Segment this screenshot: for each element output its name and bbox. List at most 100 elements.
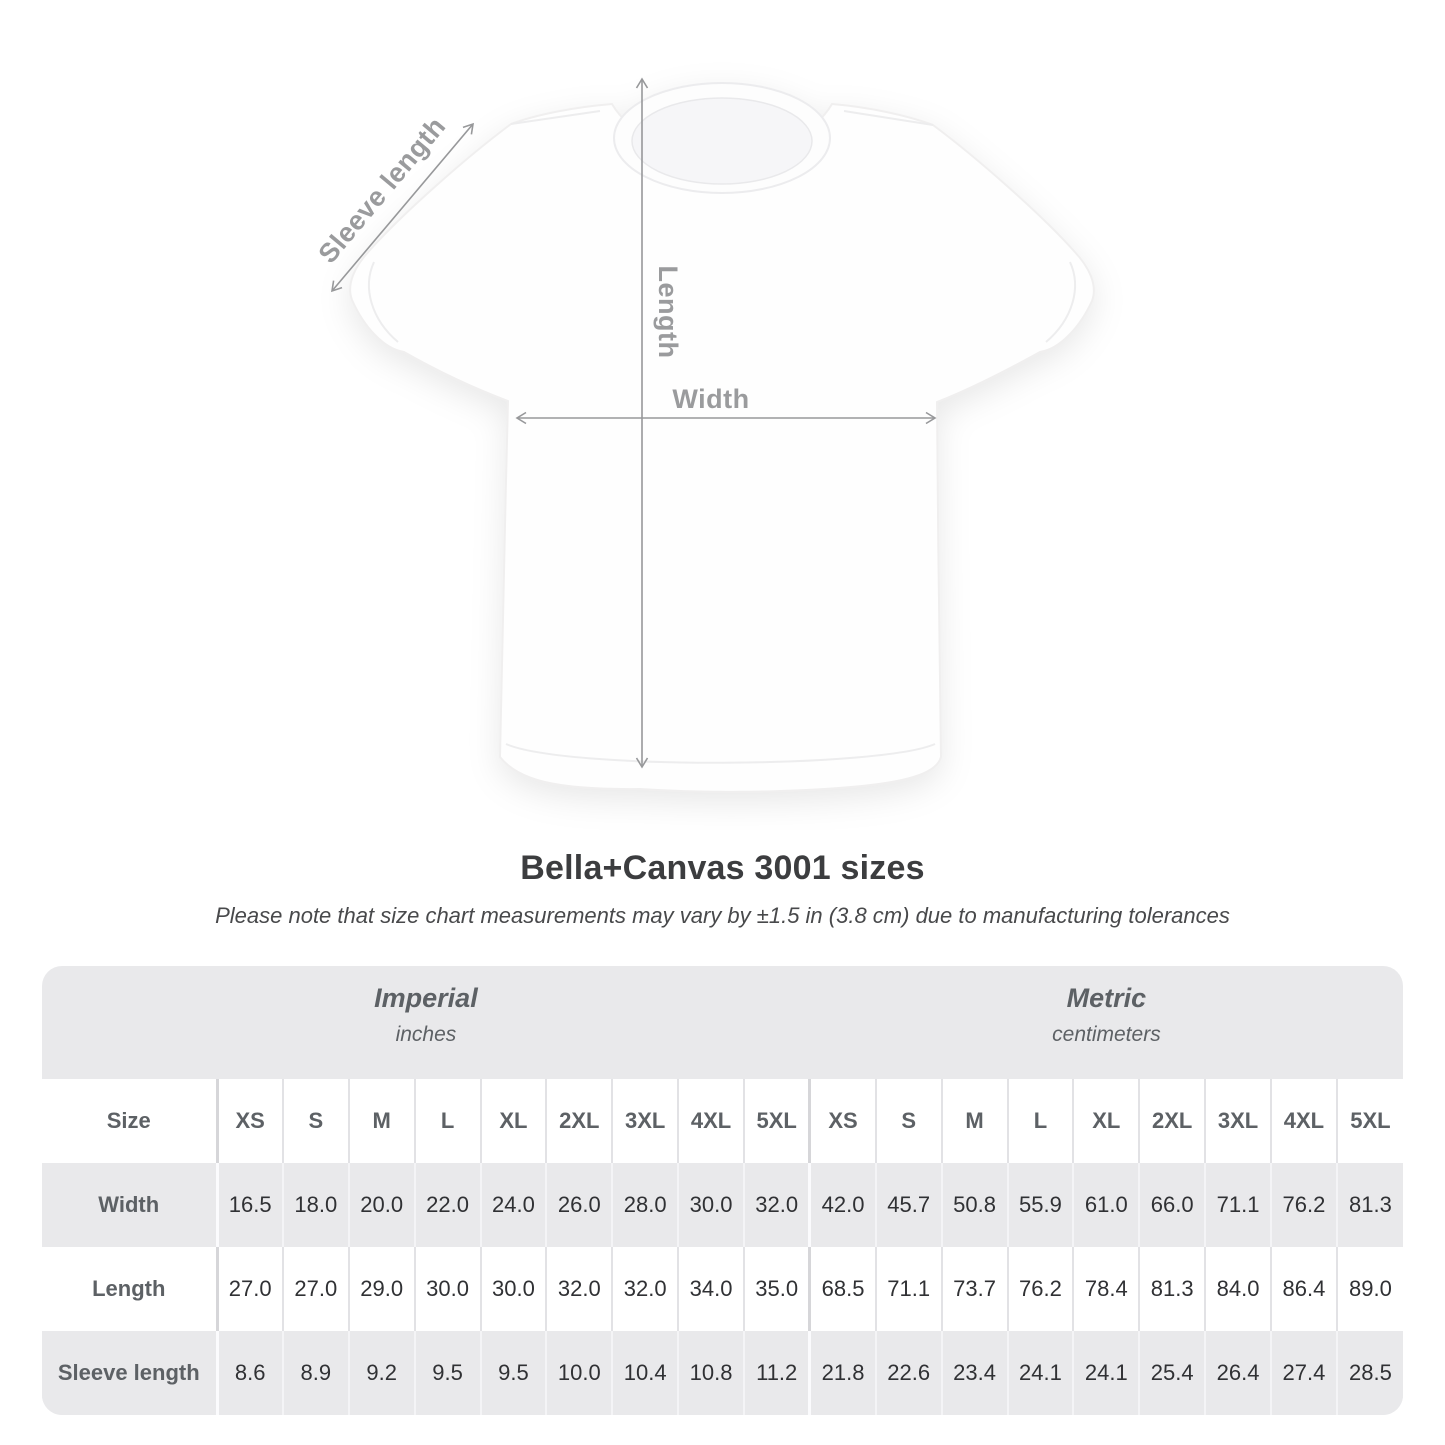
sleeve-length-arrow <box>331 122 474 293</box>
length-label: Length <box>653 266 683 359</box>
size-column-header: XL <box>480 1079 548 1163</box>
value-cell: 61.0 <box>1073 1163 1141 1247</box>
value-cell: 28.0 <box>612 1163 680 1247</box>
value-cell: 27.0 <box>217 1247 284 1331</box>
value-cell: 68.5 <box>809 1247 877 1331</box>
right-shoulder-seam <box>843 110 934 126</box>
value-cell: 27.0 <box>282 1247 350 1331</box>
table-body: Imperial inches Metric centimeters Size XS S M L… <box>42 966 1403 1415</box>
measurement-row-label: Width <box>42 1163 219 1247</box>
value-cell: 9.5 <box>480 1331 548 1415</box>
size-column-header: 3XL <box>612 1079 680 1163</box>
value-cell: 10.8 <box>678 1331 745 1415</box>
value-cell: 16.5 <box>217 1163 284 1247</box>
value-cell: 86.4 <box>1271 1247 1338 1331</box>
value-cell: 71.1 <box>875 1247 943 1331</box>
size-corner-header: Size <box>42 1079 219 1163</box>
value-cell: 28.5 <box>1349 1360 1392 1385</box>
size-column-header: 3XL <box>1205 1079 1272 1163</box>
size-column-header: 2XL <box>1139 1079 1207 1163</box>
size-column-header: 5XL <box>1350 1108 1391 1133</box>
value-cell: 32.0 <box>744 1163 812 1247</box>
size-column-header: XL <box>1073 1079 1141 1163</box>
tolerance-note: Please note that size chart measurements… <box>215 903 1230 928</box>
value-cell: 27.4 <box>1271 1331 1338 1415</box>
value-cell: 42.0 <box>809 1163 877 1247</box>
value-cell: 24.0 <box>480 1163 548 1247</box>
value-cell: 71.1 <box>1205 1163 1272 1247</box>
value-cell: 20.0 <box>348 1163 416 1247</box>
value-cell: 24.1 <box>1007 1331 1075 1415</box>
value-cell: 45.7 <box>875 1163 943 1247</box>
heading-block: Bella+Canvas 3001 sizes Please note that… <box>0 849 1445 929</box>
size-column-header: S <box>875 1079 943 1163</box>
value-cell: 26.0 <box>546 1163 614 1247</box>
value-cell: 81.3 <box>1349 1192 1392 1217</box>
size-column-header: M <box>348 1079 416 1163</box>
tshirt-diagram: Sleeve length Length Width <box>312 77 1095 793</box>
tshirt-illustration <box>349 82 1095 793</box>
page-title: Bella+Canvas 3001 sizes <box>520 849 925 887</box>
size-column-header: XS <box>809 1079 877 1163</box>
value-cell: 30.0 <box>414 1247 482 1331</box>
value-cell: 22.6 <box>875 1331 943 1415</box>
collar-opening <box>631 97 813 185</box>
size-table-table: Imperial inches Metric centimeters Size XS S M L… <box>42 966 1403 1415</box>
size-column-header: 2XL <box>546 1079 614 1163</box>
value-cell: 81.3 <box>1139 1247 1207 1331</box>
value-cell: 22.0 <box>414 1163 482 1247</box>
value-cell: 30.0 <box>480 1247 548 1331</box>
left-shoulder-seam <box>510 110 601 125</box>
size-column-header: S <box>282 1079 350 1163</box>
size-column-header: 4XL <box>1271 1079 1338 1163</box>
value-cell: 8.9 <box>282 1331 350 1415</box>
value-cell: 73.7 <box>941 1247 1009 1331</box>
value-cell: 21.8 <box>809 1331 877 1415</box>
unit-system-label: Imperial <box>374 983 478 1013</box>
size-column-header: L <box>1007 1079 1075 1163</box>
tshirt-body <box>349 102 1095 793</box>
value-cell: 55.9 <box>1007 1163 1075 1247</box>
unit-name: centimeters <box>1052 1023 1161 1046</box>
unit-name: inches <box>395 1023 457 1046</box>
imperial-group-header: Imperial inches <box>42 966 810 1079</box>
value-cell: 23.4 <box>941 1331 1009 1415</box>
metric-group-header: Metric centimeters <box>810 966 1403 1079</box>
value-cell: 32.0 <box>546 1247 614 1331</box>
size-column-header: L <box>414 1079 482 1163</box>
value-cell: 76.2 <box>1007 1247 1075 1331</box>
value-cell: 26.4 <box>1205 1331 1272 1415</box>
value-cell: 18.0 <box>282 1163 350 1247</box>
value-cell: 29.0 <box>348 1247 416 1331</box>
size-table: Imperial inches Metric centimeters Size XS S M L… <box>42 966 1403 1415</box>
measurement-row-label: Length <box>42 1247 219 1331</box>
size-column-header: 4XL <box>678 1079 745 1163</box>
value-cell: 8.6 <box>217 1331 284 1415</box>
value-cell: 76.2 <box>1271 1163 1338 1247</box>
size-column-header: 5XL <box>744 1079 812 1163</box>
hem-seam <box>505 743 936 764</box>
value-cell: 50.8 <box>941 1163 1009 1247</box>
value-cell: 24.1 <box>1073 1331 1141 1415</box>
width-label: Width <box>672 384 749 414</box>
value-cell: 11.2 <box>744 1331 812 1415</box>
value-cell: 25.4 <box>1139 1331 1207 1415</box>
unit-system-label: Metric <box>1066 983 1147 1013</box>
measurement-row-label: Sleeve length <box>42 1331 219 1415</box>
value-cell: 89.0 <box>1349 1276 1392 1301</box>
value-cell: 32.0 <box>612 1247 680 1331</box>
value-cell: 34.0 <box>678 1247 745 1331</box>
value-cell: 9.5 <box>414 1331 482 1415</box>
value-cell: 10.4 <box>612 1331 680 1415</box>
right-cuff-seam <box>1045 261 1077 343</box>
value-cell: 84.0 <box>1205 1247 1272 1331</box>
value-cell: 30.0 <box>678 1163 745 1247</box>
value-cell: 78.4 <box>1073 1247 1141 1331</box>
value-cell: 9.2 <box>348 1331 416 1415</box>
value-cell: 35.0 <box>744 1247 812 1331</box>
size-column-header: XS <box>217 1079 284 1163</box>
value-cell: 10.0 <box>546 1331 614 1415</box>
value-cell: 66.0 <box>1139 1163 1207 1247</box>
size-column-header: M <box>941 1079 1009 1163</box>
